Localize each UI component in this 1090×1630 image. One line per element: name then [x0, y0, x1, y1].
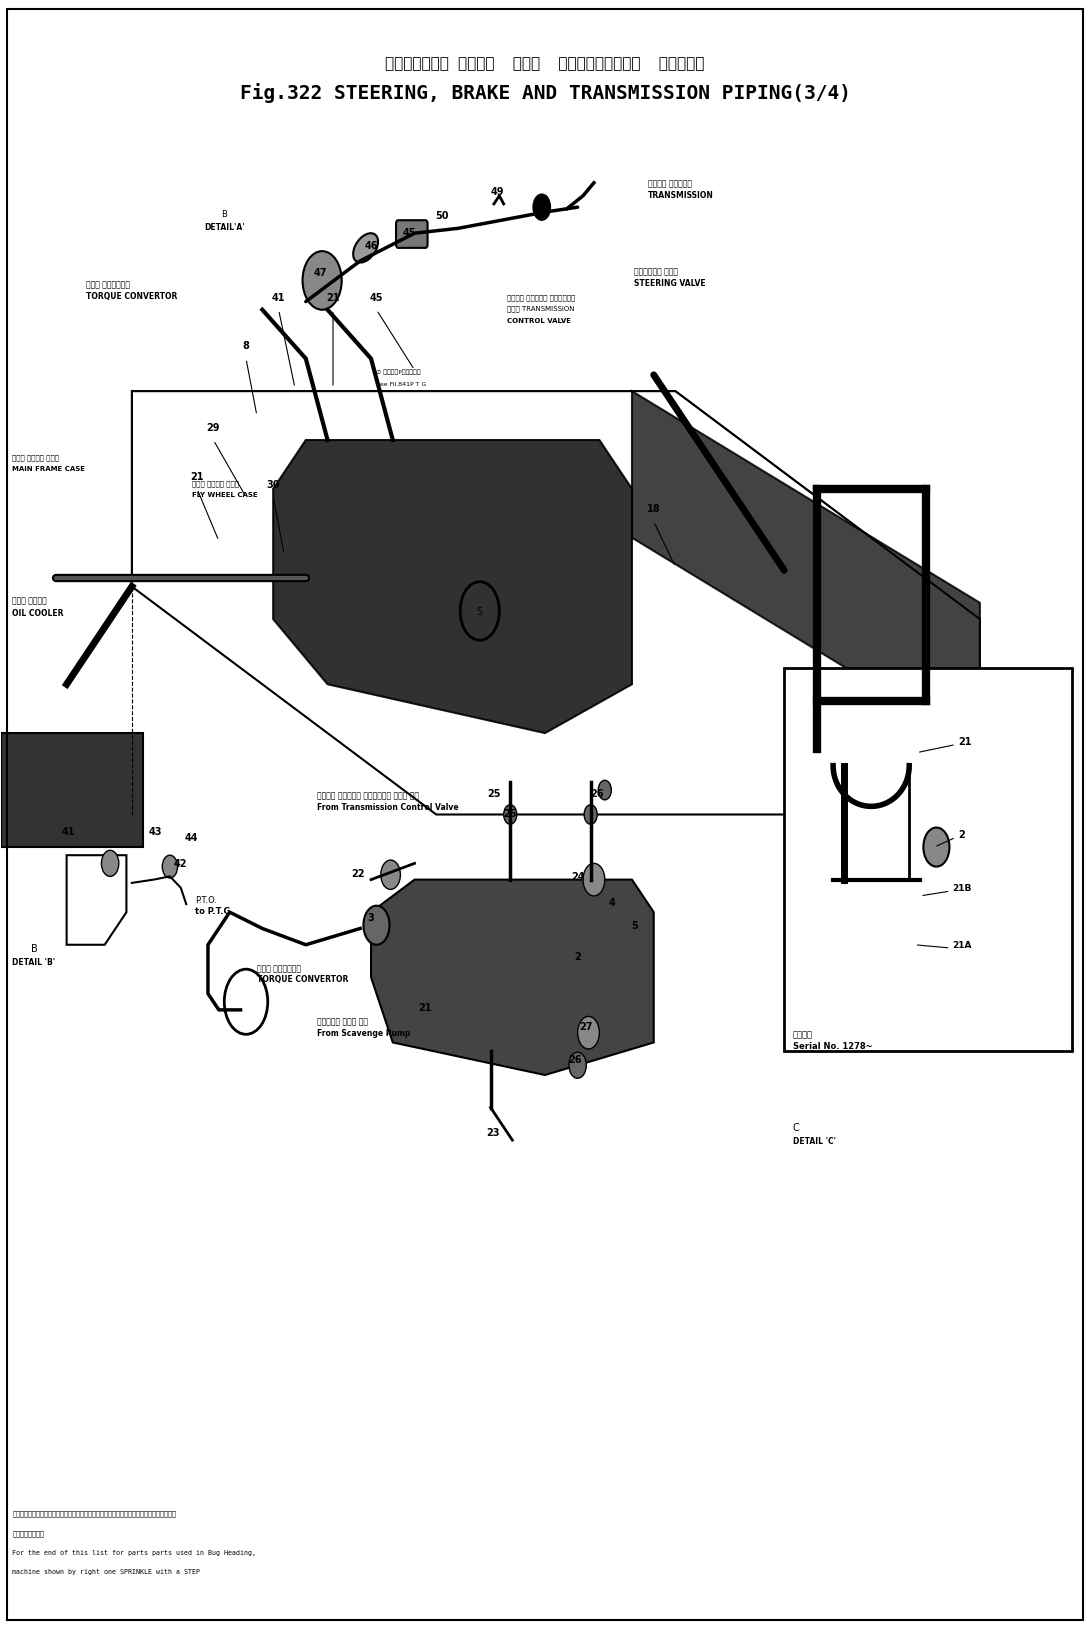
Text: TORQUE CONVERTOR: TORQUE CONVERTOR	[257, 975, 349, 985]
Text: トルク コンバーター: トルク コンバーター	[257, 963, 301, 973]
Text: 部品番号については別冊パーツブックを参照し、部品番号は現在有効なもの指示する。部品: 部品番号については別冊パーツブックを参照し、部品番号は現在有効なもの指示する。部…	[12, 1509, 177, 1516]
Text: 45: 45	[402, 228, 416, 238]
Text: B: B	[221, 210, 227, 218]
Text: メイン フレーム ケース: メイン フレーム ケース	[12, 453, 59, 460]
Text: See Fil.841P T G: See Fil.841P T G	[376, 381, 427, 386]
Text: C: C	[792, 1123, 800, 1133]
Circle shape	[569, 1053, 586, 1079]
Text: FLY WHEEL CASE: FLY WHEEL CASE	[192, 491, 257, 497]
Text: 41: 41	[62, 826, 75, 836]
Text: 27: 27	[580, 1022, 593, 1032]
Text: 18: 18	[646, 504, 661, 513]
Text: 23: 23	[486, 1128, 499, 1138]
Text: 3: 3	[367, 913, 375, 923]
Text: 50: 50	[435, 212, 448, 222]
Text: 番号に従うこと。: 番号に従うこと。	[12, 1529, 45, 1535]
Text: 2: 2	[574, 952, 581, 962]
Text: 43: 43	[149, 826, 162, 836]
Text: 21: 21	[326, 292, 340, 303]
Text: オイル クーラー: オイル クーラー	[12, 595, 47, 605]
Text: 26: 26	[569, 1055, 582, 1064]
Circle shape	[583, 864, 605, 897]
Text: トランス ミッション コントロール バルブ から: トランス ミッション コントロール バルブ から	[317, 791, 419, 800]
Text: From Scavenge Pump: From Scavenge Pump	[317, 1029, 410, 1038]
Circle shape	[923, 828, 949, 867]
Text: バルブ TRANSMISSION: バルブ TRANSMISSION	[507, 306, 574, 313]
Circle shape	[533, 196, 550, 222]
Circle shape	[584, 805, 597, 825]
Text: CONTROL VALVE: CONTROL VALVE	[507, 318, 571, 323]
Text: TRANSMISSION: TRANSMISSION	[649, 191, 714, 199]
Text: 30: 30	[266, 479, 280, 489]
Text: 46: 46	[364, 241, 378, 251]
Text: MAIN FRAME CASE: MAIN FRAME CASE	[12, 466, 85, 471]
Text: 21: 21	[419, 1002, 432, 1012]
Text: 5: 5	[631, 921, 638, 931]
Polygon shape	[632, 391, 980, 750]
Text: 5: 5	[476, 606, 483, 616]
Text: machine shown by right one SPRINKLE with a STEP: machine shown by right one SPRINKLE with…	[12, 1568, 201, 1575]
Text: TORQUE CONVERTOR: TORQUE CONVERTOR	[86, 292, 178, 300]
Bar	[784, 668, 1073, 1051]
Polygon shape	[1, 734, 143, 848]
Text: 44: 44	[185, 833, 198, 843]
Polygon shape	[274, 440, 632, 734]
Circle shape	[303, 253, 341, 311]
Polygon shape	[371, 880, 654, 1076]
Text: スカベンジ ポンプ から: スカベンジ ポンプ から	[317, 1017, 367, 1027]
Circle shape	[162, 856, 178, 879]
Text: B: B	[31, 944, 37, 954]
Text: For the end of this list for parts parts used in Bug Heading,: For the end of this list for parts parts…	[12, 1548, 256, 1555]
Text: 21: 21	[191, 471, 204, 481]
FancyBboxPatch shape	[396, 222, 427, 249]
Text: Fig.322 STEERING, BRAKE AND TRANSMISSION PIPING(3/4): Fig.322 STEERING, BRAKE AND TRANSMISSION…	[240, 83, 850, 103]
Text: 47: 47	[313, 269, 327, 279]
Circle shape	[363, 906, 389, 945]
Text: ステアリング， ブレーキ  および  トランスミッション  パイピング: ステアリング， ブレーキ および トランスミッション パイピング	[385, 55, 705, 70]
Text: トランス ミッション コントロール: トランス ミッション コントロール	[507, 295, 576, 302]
Text: 42: 42	[174, 859, 187, 869]
Text: 8: 8	[243, 341, 250, 350]
Text: 24: 24	[571, 872, 584, 882]
Text: 25: 25	[504, 808, 517, 818]
Text: 21: 21	[958, 737, 971, 747]
Text: STEERING VALVE: STEERING VALVE	[634, 279, 706, 287]
Text: Serial No. 1278~: Serial No. 1278~	[792, 1042, 872, 1051]
Text: P.T.O.: P.T.O.	[195, 895, 217, 905]
Circle shape	[380, 861, 400, 890]
Text: From Transmission Control Valve: From Transmission Control Valve	[317, 802, 458, 812]
Text: 2: 2	[958, 830, 965, 839]
Ellipse shape	[353, 235, 378, 264]
Text: DETAIL 'B': DETAIL 'B'	[12, 957, 56, 967]
Text: 4: 4	[609, 898, 616, 908]
Text: OIL COOLER: OIL COOLER	[12, 608, 63, 618]
Text: トランス ミッション: トランス ミッション	[649, 179, 692, 187]
Circle shape	[598, 781, 611, 800]
Text: DETAIL 'C': DETAIL 'C'	[792, 1136, 836, 1144]
Circle shape	[504, 805, 517, 825]
Text: 29: 29	[207, 422, 220, 432]
Text: 49: 49	[490, 187, 504, 197]
Text: 21A: 21A	[953, 941, 972, 950]
Text: DETAIL'A': DETAIL'A'	[204, 223, 244, 231]
Circle shape	[578, 1017, 600, 1050]
Text: 22: 22	[351, 869, 365, 879]
Text: 適用範囲: 適用範囲	[792, 1030, 813, 1040]
Text: 25: 25	[487, 789, 500, 799]
Text: 41: 41	[271, 292, 286, 303]
Text: フライ ホイール ケース: フライ ホイール ケース	[192, 479, 239, 486]
Text: トルク コンバーター: トルク コンバーター	[86, 280, 130, 289]
Text: 21B: 21B	[953, 883, 972, 893]
Circle shape	[101, 851, 119, 877]
Text: to P.T.G: to P.T.G	[195, 906, 230, 916]
Text: ⊙ 詳しくはPーツブック: ⊙ 詳しくはPーツブック	[376, 370, 421, 375]
Text: ステアリング バルブ: ステアリング バルブ	[634, 267, 678, 275]
Text: 45: 45	[370, 292, 384, 303]
Text: 26: 26	[591, 789, 604, 799]
Text: 50: 50	[535, 196, 548, 205]
